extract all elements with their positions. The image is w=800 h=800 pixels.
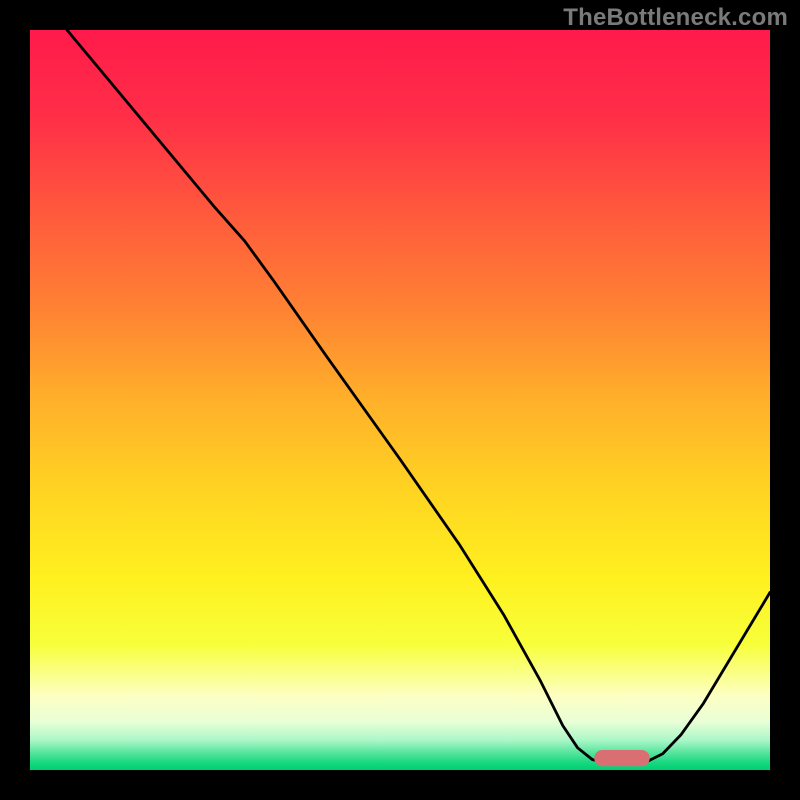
gradient-background: [30, 30, 770, 770]
watermark-text: TheBottleneck.com: [563, 4, 788, 32]
trough-marker: [594, 750, 650, 766]
chart-svg: [30, 30, 770, 770]
chart-area: [30, 30, 770, 770]
